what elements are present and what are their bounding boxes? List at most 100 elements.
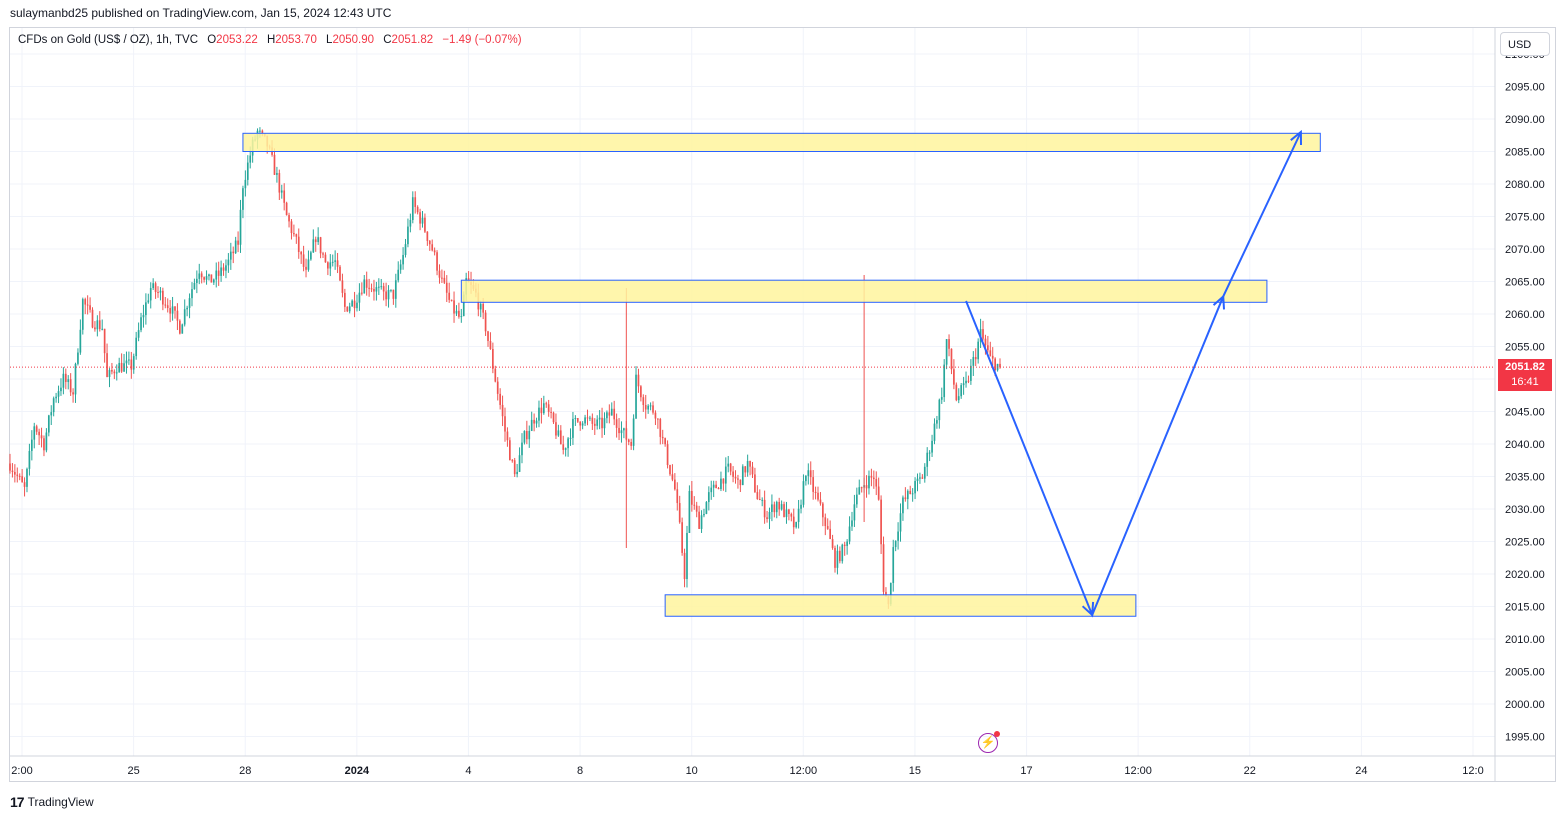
currency-button[interactable]: USD (1500, 32, 1550, 56)
candle-body (453, 300, 455, 314)
candle-body (487, 331, 489, 341)
candle-body (385, 291, 387, 300)
candle-body (785, 509, 788, 517)
candle-body (416, 206, 419, 213)
candle-body (30, 439, 33, 451)
candle-body (397, 269, 400, 281)
candle-body (47, 415, 50, 433)
candle-body (179, 320, 181, 334)
candle-body (137, 330, 140, 338)
chart-frame (9, 27, 1556, 782)
candle-body (344, 292, 346, 307)
candle-body (23, 482, 26, 487)
candle-body (285, 202, 288, 216)
candle-body (635, 374, 637, 419)
candle-body (732, 471, 734, 477)
candle-body (860, 487, 863, 489)
candle-body (135, 337, 138, 357)
candle-body (591, 417, 594, 424)
candle-body (829, 528, 831, 540)
candle-body (923, 466, 926, 479)
candle-body (831, 539, 834, 548)
candle-body (562, 444, 565, 450)
candle-body (181, 324, 184, 334)
candle-body (45, 432, 48, 451)
candle-body (428, 240, 431, 245)
candle-body (162, 290, 164, 305)
candle-body (589, 417, 591, 419)
candle-body (94, 327, 96, 330)
x-tick-label: 15 (909, 765, 921, 777)
candle-body (130, 359, 133, 370)
low-value: 2050.90 (332, 34, 375, 46)
candle-body (249, 155, 252, 163)
candle-body (132, 356, 135, 370)
candle-body (336, 260, 339, 267)
candle-body (72, 392, 74, 395)
candle-body (710, 487, 713, 493)
candle-body (572, 418, 574, 438)
y-tick-label: 1995.00 (1505, 732, 1545, 744)
candle-body (654, 412, 657, 419)
candle-body (276, 173, 278, 175)
candle-body (69, 379, 72, 393)
candle-body (171, 306, 174, 314)
candle-body (370, 288, 373, 290)
y-tick-label: 2095.00 (1505, 82, 1545, 94)
candle-body (906, 490, 909, 500)
candle-body (433, 250, 436, 253)
candle-body (916, 478, 919, 482)
lightning-icon[interactable]: ⚡ (978, 731, 1000, 753)
candle-body (991, 355, 994, 359)
candle-body (552, 412, 555, 423)
y-tick-label: 2020.00 (1505, 569, 1545, 581)
candle-body (627, 439, 630, 443)
candle-body (727, 463, 730, 467)
candle-body (314, 239, 317, 243)
candle-body (322, 253, 324, 255)
candle-body (783, 504, 785, 517)
y-tick-label: 2005.00 (1505, 667, 1545, 679)
candle-body (848, 526, 851, 542)
candle-body (205, 276, 208, 280)
candle-body (402, 254, 404, 265)
candle-body (341, 280, 344, 293)
projection-path (965, 131, 1302, 618)
candle-body (329, 262, 332, 269)
candle-body (741, 466, 744, 486)
candle-body (722, 478, 725, 484)
candle-body (807, 470, 810, 476)
candle-body (773, 504, 776, 513)
candle-body (212, 279, 215, 283)
y-tick-label: 2065.00 (1505, 277, 1545, 289)
candle-body (186, 307, 188, 310)
candle-body (191, 289, 193, 299)
candle-body (431, 244, 434, 251)
candle-body (176, 310, 179, 321)
candle-body (671, 474, 674, 480)
candle-body (307, 259, 310, 270)
candle-body (775, 501, 778, 513)
candle-body (851, 520, 853, 527)
candle-body (18, 475, 21, 477)
candle-body (77, 352, 79, 364)
candle-body (744, 466, 747, 473)
candle-body (564, 448, 567, 450)
candle-body (33, 426, 36, 440)
candle-body (948, 339, 950, 349)
candle-body (817, 492, 819, 500)
candle-body (511, 460, 514, 462)
candle-body (518, 455, 521, 472)
candle-body (683, 552, 686, 580)
candle-body (800, 504, 802, 509)
candle-body (319, 237, 322, 254)
candle-body (674, 479, 676, 490)
candle-body (882, 544, 885, 592)
candle-body (688, 490, 691, 533)
candle-body (955, 384, 958, 401)
candle-body (111, 370, 113, 372)
candle-body (938, 399, 941, 421)
candle-body (754, 474, 756, 493)
candle-body (666, 444, 669, 466)
